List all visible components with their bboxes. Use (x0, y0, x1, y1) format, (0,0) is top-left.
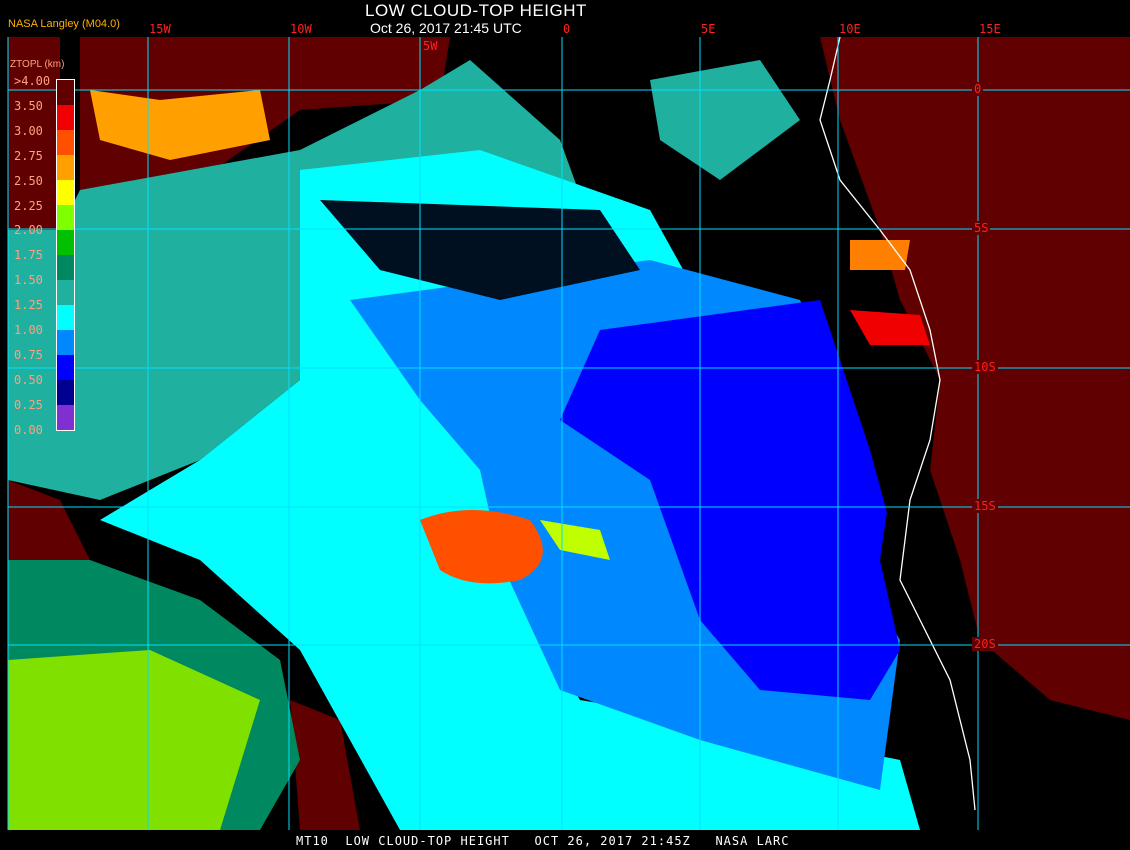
legend-label: 2.00 (14, 223, 43, 238)
latitude-label: 10S (972, 360, 998, 374)
legend-label: 0.50 (14, 372, 43, 387)
legend-swatch (57, 180, 74, 205)
legend-label: 2.25 (14, 198, 43, 213)
cloud-red-center (420, 510, 543, 584)
footer-caption: MT10 LOW CLOUD-TOP HEIGHT OCT 26, 2017 2… (296, 834, 790, 848)
cloud-lime-sw (8, 650, 260, 830)
legend-swatch (57, 380, 74, 405)
organization-label: NASA Langley (M04.0) (8, 18, 120, 30)
longitude-label: 10W (290, 22, 312, 36)
latitude-label: 20S (972, 637, 998, 651)
latitude-label: 15S (972, 499, 998, 513)
legend-label: 1.00 (14, 323, 43, 337)
legend-swatch (57, 205, 74, 230)
legend-label: 3.50 (14, 98, 43, 113)
land-bottom (290, 700, 360, 830)
legend-swatch (57, 330, 74, 355)
legend-swatch (57, 305, 74, 330)
cloud-red-east (850, 310, 930, 345)
legend-swatch (57, 230, 74, 255)
map-title: LOW CLOUD-TOP HEIGHT (365, 1, 587, 20)
latitude-label: 5S (972, 221, 991, 235)
longitude-label: 15E (979, 22, 1001, 36)
latitude-label: 0 (972, 82, 984, 96)
longitude-label: 0 (563, 22, 571, 36)
longitude-label: 15W (149, 22, 171, 36)
legend-swatch (57, 405, 74, 430)
cloud-yellow-nw (90, 90, 270, 160)
legend-label: 0.25 (14, 397, 43, 412)
legend-swatch (57, 155, 74, 180)
longitude-label: 5W (421, 39, 440, 53)
cloud-dark-gap (320, 200, 640, 300)
legend-label: 1.25 (14, 298, 43, 313)
legend-swatch (57, 105, 74, 130)
land-left-strip (8, 37, 60, 230)
legend-label: 2.75 (14, 148, 43, 163)
coastline (819, 36, 976, 811)
map-timestamp: Oct 26, 2017 21:45 UTC (370, 20, 522, 36)
legend-label: 3.00 (14, 123, 43, 138)
legend-label: 1.50 (14, 273, 43, 288)
legend-title: ZTOPL (km) (10, 59, 65, 70)
cloud-blue-deep (560, 300, 900, 700)
legend-label: 0.00 (14, 422, 43, 437)
graticule (7, 37, 1130, 830)
legend-swatch (57, 80, 74, 105)
land-sw (8, 480, 90, 570)
land-central-africa (820, 37, 1130, 720)
cloud-yellow-center (540, 520, 610, 560)
legend-swatch (57, 130, 74, 155)
legend-label: 1.75 (14, 248, 43, 263)
legend-label: 2.50 (14, 173, 43, 188)
legend-label: 0.75 (14, 347, 43, 362)
cloud-orange-east (850, 240, 910, 270)
legend-swatch (57, 255, 74, 280)
legend-color-bar (56, 79, 75, 431)
cloud-black-east (820, 260, 980, 820)
legend-swatch (57, 280, 74, 305)
legend-label: >4.00 (14, 74, 51, 88)
longitude-label: 10E (839, 22, 861, 36)
longitude-label: 5E (701, 22, 716, 36)
legend-swatch (57, 355, 74, 380)
